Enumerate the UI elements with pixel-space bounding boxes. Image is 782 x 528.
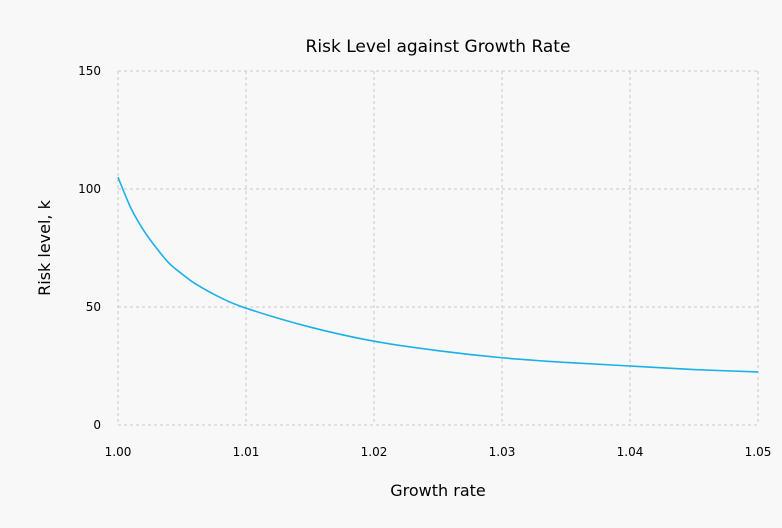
x-axis-label: Growth rate — [390, 481, 486, 500]
y-tick-label: 0 — [93, 418, 101, 432]
tick-labels: 1.00 1.01 1.02 1.03 1.04 1.05 0 50 100 150 — [78, 64, 771, 459]
y-axis-label: Risk level, k — [35, 199, 54, 295]
series — [117, 176, 759, 373]
x-tick-label: 1.01 — [233, 445, 260, 459]
x-tick-label: 1.00 — [105, 445, 132, 459]
x-tick-label: 1.04 — [617, 445, 644, 459]
chart-title: Risk Level against Growth Rate — [306, 37, 571, 57]
y-tick-label: 100 — [78, 182, 101, 196]
risk-curve — [117, 176, 759, 373]
x-tick-label: 1.03 — [489, 445, 516, 459]
x-tick-label: 1.02 — [361, 445, 388, 459]
y-tick-label: 150 — [78, 64, 101, 78]
y-tick-label: 50 — [86, 300, 101, 314]
x-tick-label: 1.05 — [745, 445, 772, 459]
grid — [117, 70, 759, 426]
